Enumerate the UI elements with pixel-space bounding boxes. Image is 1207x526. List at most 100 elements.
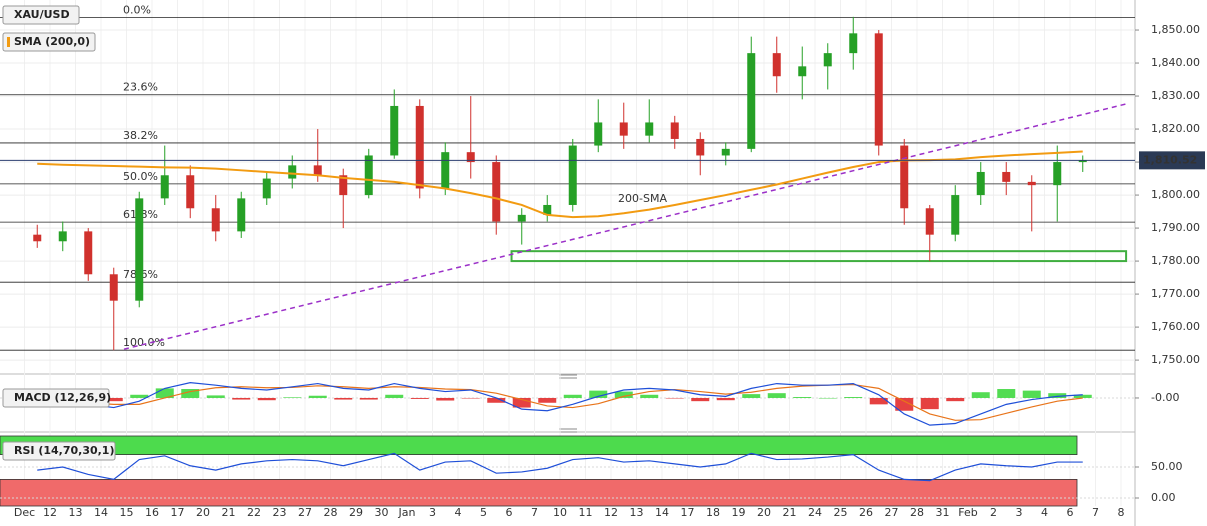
sma-swatch [7,37,10,47]
macd-line [37,382,1083,426]
histogram-bar [767,393,786,398]
candle-body [772,53,781,77]
x-tick-label: 20 [196,506,210,519]
x-tick-label: 26 [859,506,873,519]
x-tick-label: Feb [958,506,977,519]
histogram-bar [538,397,557,403]
fib-label: 23.6% [123,81,158,94]
histogram-bar [461,397,480,399]
candle-body [262,178,271,199]
histogram-bar [487,397,506,403]
histogram-bar [869,397,888,405]
x-tick-label: 17 [171,506,185,519]
histogram-bar [512,397,531,408]
histogram-bar [742,394,761,398]
y-tick-label: 1,750.00 [1151,353,1200,366]
histogram-bar [334,397,353,400]
x-tick-label: 10 [553,506,567,519]
x-tick-label: 2 [990,506,997,519]
indicator-title: MACD (12,26,9) [14,391,111,404]
candle-body [976,171,985,196]
x-tick-label: 17 [681,506,695,519]
indicator-title: XAU/USD [14,8,70,21]
x-tick-label: 20 [757,506,771,519]
histogram-bar [232,397,251,400]
candle-body [1078,160,1087,163]
last-price-label: 1,810.52 [1143,153,1197,166]
sma-annotation: 200-SMA [618,192,667,205]
indicator-badge [2,5,80,25]
candle-body [33,234,42,242]
x-tick-label: 12 [43,506,57,519]
histogram-bar [997,389,1016,398]
x-tick-label: 6 [506,506,513,519]
histogram-bar [716,397,735,401]
histogram-bar [155,388,174,398]
candle-body [1053,162,1062,186]
x-tick-label: 6 [1067,506,1074,519]
histogram-bar [818,397,837,399]
x-tick-label: 13 [630,506,644,519]
y-tick-label: 1,760.00 [1151,320,1200,333]
histogram-bar [793,397,812,398]
x-tick-label: 11 [579,506,593,519]
x-tick-label: 23 [273,506,287,519]
panel-handle[interactable] [559,428,577,433]
fib-label: 0.0% [123,3,151,16]
candle-body [670,122,679,139]
histogram-bar [308,395,327,398]
candle-body [466,152,475,163]
candle-body [517,214,526,222]
y-tick-label: 1,800.00 [1151,188,1200,201]
y-tick-label: -0.00 [1151,391,1179,404]
candle-body [900,145,909,209]
candle-body [721,148,730,156]
y-tick-label: 0.00 [1151,491,1176,504]
candle-body [1002,171,1011,182]
candle-body [492,162,501,222]
candle-body [696,138,705,156]
candle-body [925,208,934,235]
candle-body [798,66,807,77]
candle-body [390,105,399,156]
rsi-line [37,452,1083,482]
candle-body [415,105,424,189]
indicator-badge [2,32,96,52]
candle-body [568,145,577,205]
histogram-bar [665,397,684,399]
candle-body [237,198,246,232]
x-tick-label: 27 [298,506,312,519]
x-tick-label: 28 [324,506,338,519]
panel-handle[interactable] [559,374,577,379]
x-tick-label: 18 [706,506,720,519]
overbought-band [0,435,1078,456]
histogram-bar [385,394,404,398]
histogram-bar [946,397,965,402]
x-tick-label: 14 [655,506,669,519]
histogram-bar [1022,390,1041,398]
x-tick-label: 3 [429,506,436,519]
histogram-bar [359,397,378,400]
y-tick-label: 1,830.00 [1151,89,1200,102]
oversold-band [0,479,1078,507]
candle-body [339,175,348,196]
candle-body [211,208,220,232]
x-tick-label: 24 [808,506,822,519]
x-tick-label: 15 [120,506,134,519]
indicator-title: RSI (14,70,30,1) [14,444,114,457]
histogram-bar [1048,393,1067,398]
candle-body [313,165,322,176]
y-tick-label: 1,790.00 [1151,221,1200,234]
x-tick-label: 14 [94,506,108,519]
candle-body [849,33,858,54]
candle-body [594,122,603,146]
fib-label: 100.0% [123,336,165,349]
x-tick-label: 19 [732,506,746,519]
fib-label: 50.0% [123,170,158,183]
candle-body [441,152,450,189]
candle-body [1027,181,1036,186]
x-tick-label: 21 [222,506,236,519]
x-tick-label: 30 [375,506,389,519]
